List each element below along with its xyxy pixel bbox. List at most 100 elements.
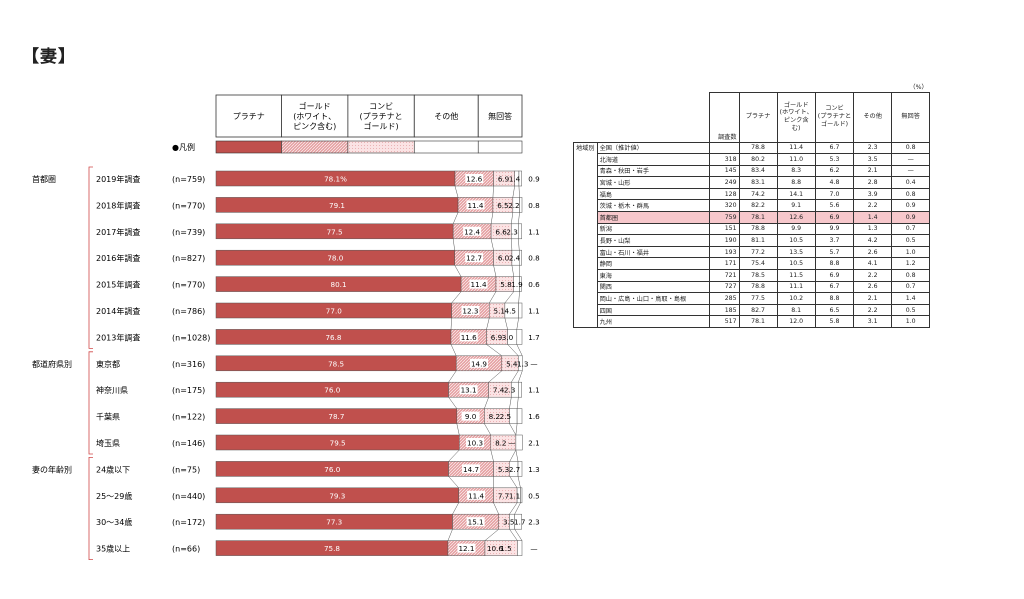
region-value: 2.3	[853, 141, 893, 155]
row-n-label: (n=770)	[172, 201, 205, 210]
data-label-bg	[465, 253, 484, 263]
column-header: 無回答	[891, 91, 931, 143]
data-label-combi: 8.2	[495, 439, 506, 448]
bar-segment	[517, 540, 523, 556]
data-label-combi: 6.0	[498, 254, 510, 263]
count-header: 調査数	[708, 91, 740, 143]
header-blank	[573, 92, 710, 143]
data-label-no-answer: 0.5	[528, 491, 539, 500]
data-label-platinum: 78.5	[328, 359, 344, 368]
connector-line	[454, 265, 462, 277]
region-value: 4.1	[853, 257, 893, 271]
column-header: ゴールド (ホワイト、 ピンク含 む)	[776, 91, 816, 143]
bar-segment	[520, 487, 523, 504]
column-header: コンビ (プラチナと ゴールド)	[814, 91, 855, 143]
data-label-gold: 9.0	[465, 412, 477, 421]
data-label-no-answer: 0.9	[528, 175, 540, 184]
data-label-gold: 12.6	[466, 175, 482, 184]
connector-line	[447, 529, 453, 541]
group-label	[573, 269, 598, 282]
connector-line	[518, 238, 520, 251]
bar-segment	[518, 249, 522, 266]
region-name: 首都圏	[596, 211, 710, 224]
region-value: 2.2	[853, 269, 893, 282]
data-label-combi: 3.5	[503, 518, 514, 527]
region-value: 6.5	[814, 303, 855, 317]
data-label-bg	[467, 490, 486, 500]
group-label	[573, 223, 598, 235]
data-label-bg	[461, 411, 480, 421]
data-label-other: 1.5	[500, 544, 511, 553]
data-label-other: 1.7	[514, 518, 525, 527]
region-value: 5.7	[814, 245, 855, 259]
data-label-gold: 14.7	[463, 465, 479, 474]
connector-line	[512, 185, 515, 198]
page-title: 【妻】	[22, 47, 76, 67]
column-header: その他	[853, 91, 893, 143]
legend-swatch	[413, 140, 479, 154]
region-name: 宮城・山形	[596, 176, 710, 189]
region-name: 岡山・広島・山口・鳥取・島根	[596, 292, 710, 305]
row-label: 2019年調査	[96, 174, 140, 184]
row-n-label: (n=146)	[172, 439, 205, 448]
group-label: 都道府県別	[32, 359, 72, 369]
data-label-gold: 11.4	[471, 280, 487, 289]
group-bracket	[88, 166, 93, 349]
connector-line	[486, 317, 490, 330]
region-value: 78.8	[738, 222, 778, 236]
legend-header-cell	[281, 94, 349, 138]
group-label	[573, 315, 598, 328]
row-n-label: (n=316)	[172, 360, 205, 369]
region-value: 10.5	[776, 234, 816, 247]
connector-line	[509, 423, 517, 436]
region-value: 0.5	[891, 234, 931, 247]
bar-segment	[518, 170, 522, 187]
connector-line	[484, 423, 492, 436]
region-value: 78.8	[738, 141, 778, 155]
connector-line	[454, 185, 459, 198]
region-value: 81.1	[738, 234, 778, 247]
region-value: 75.4	[738, 257, 778, 271]
region-count: 320	[708, 199, 740, 213]
bar-segment	[516, 408, 523, 424]
region-name: 北海道	[596, 153, 710, 166]
data-label-platinum: 79.5	[330, 439, 346, 448]
data-label-bg	[457, 543, 476, 553]
row-label: 埼玉県	[96, 438, 120, 448]
group-label	[573, 292, 598, 305]
unit-label: （%）	[909, 84, 928, 92]
data-label-gold: 12.3	[462, 307, 478, 316]
group-label	[573, 176, 598, 189]
region-name: 長野・山梨	[596, 234, 710, 247]
row-n-label: (n=1028)	[172, 333, 210, 342]
region-value: 5.3	[814, 153, 855, 166]
connector-line	[515, 423, 518, 436]
row-label: 神奈川県	[96, 385, 128, 395]
data-label-other: 4.5	[505, 307, 516, 316]
region-value: 11.0	[776, 153, 816, 166]
data-label-combi: 5.8	[500, 280, 512, 289]
region-value: 6.9	[814, 269, 855, 282]
region-name: 青森・秋田・岩手	[596, 164, 710, 178]
row-n-label: (n=122)	[172, 413, 205, 422]
region-value: 1.0	[891, 245, 931, 259]
data-label-platinum: 80.1	[331, 280, 347, 289]
region-value: 8.8	[814, 257, 855, 271]
region-count: 249	[708, 176, 740, 189]
bar-segment	[517, 461, 523, 477]
region-count: 285	[708, 292, 740, 305]
row-n-label: (n=759)	[172, 175, 205, 184]
group-label: 首都圏	[32, 174, 56, 184]
region-count: 190	[708, 234, 740, 247]
connector-line	[511, 370, 519, 383]
data-label-bg	[461, 306, 480, 315]
connector-line	[486, 344, 502, 357]
data-label-platinum: 75.8	[324, 544, 340, 553]
data-label-no-answer: 2.3	[528, 518, 539, 527]
region-value: 9.9	[776, 222, 816, 236]
data-label-gold: 13.1	[461, 386, 477, 395]
region-value: 9.9	[814, 222, 855, 236]
connector-line	[451, 291, 462, 304]
region-count: 517	[708, 315, 740, 328]
